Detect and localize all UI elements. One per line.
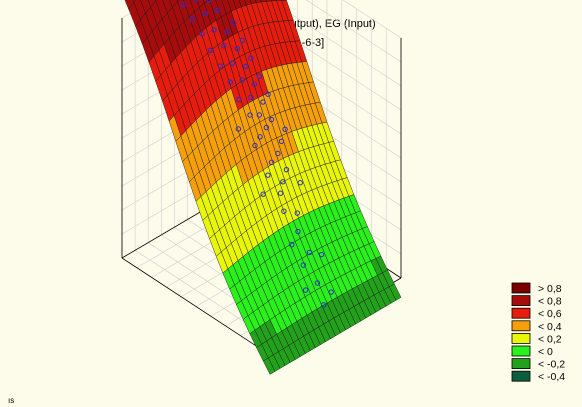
data-point [211,27,217,33]
legend-swatch [511,320,531,332]
data-point [206,0,212,3]
data-point [260,99,266,105]
legend-label: < -0,2 [538,359,565,371]
data-point [236,96,242,103]
data-point [224,29,231,35]
legend-swatch [511,358,531,370]
data-point [277,190,284,196]
legend-label: > 0,8 [538,283,562,295]
data-point [234,45,241,52]
legend: > 0,8< 0,8< 0,6< 0,4< 0,2< 0< -0,2< -0,4 [511,282,565,383]
data-point [275,150,281,157]
legend-label: < 0,2 [538,333,562,345]
data-point [265,91,271,97]
data-point [193,0,199,2]
data-point [229,60,236,66]
data-point [207,47,214,54]
surface-mesh [124,0,402,375]
data-point [268,159,275,166]
legend-label: < 0,4 [538,321,562,333]
data-point [202,10,209,17]
legend-swatch [511,332,531,344]
data-point [294,210,301,216]
data-point [297,180,303,186]
legend-swatch [511,295,531,307]
data-point [214,7,221,14]
data-point [320,302,327,308]
data-point [199,31,205,37]
data-point [314,280,321,286]
data-point [295,228,301,235]
data-point [247,112,253,118]
legend-swatch [511,307,531,319]
surface-cell [263,357,276,375]
legend-swatch [511,345,531,357]
data-point [248,94,254,101]
data-point [221,43,227,49]
data-point [260,191,266,197]
data-point [306,249,313,256]
data-point [268,116,275,123]
data-point [217,63,224,69]
data-point [283,166,290,173]
data-point [256,112,263,118]
data-point [289,242,295,248]
corner-mark: ıs [8,396,14,405]
data-point [231,20,237,26]
data-point [227,79,234,85]
legend-label: < 0,8 [538,296,562,308]
data-points [180,0,334,308]
data-point [239,37,246,44]
data-point [282,126,288,132]
data-point [239,77,245,83]
data-point [256,73,263,79]
legend-label: < -0,4 [538,371,565,383]
data-point [257,134,263,140]
legend-label: < 0 [538,346,553,358]
data-point [278,138,285,144]
data-point [248,55,254,61]
data-point [180,1,187,8]
data-point [280,179,286,185]
data-point [263,124,270,131]
data-point [243,63,249,70]
data-point [328,289,334,295]
data-point [302,287,309,293]
data-point [251,81,258,87]
legend-swatch [511,282,531,294]
legend-label: < 0,6 [538,308,562,320]
legend-swatch [511,370,531,382]
data-point [318,251,325,258]
data-point [265,172,271,178]
data-point [252,142,258,149]
data-point [235,126,242,132]
data-point [281,208,287,214]
data-point [300,262,306,268]
data-point [189,16,195,23]
